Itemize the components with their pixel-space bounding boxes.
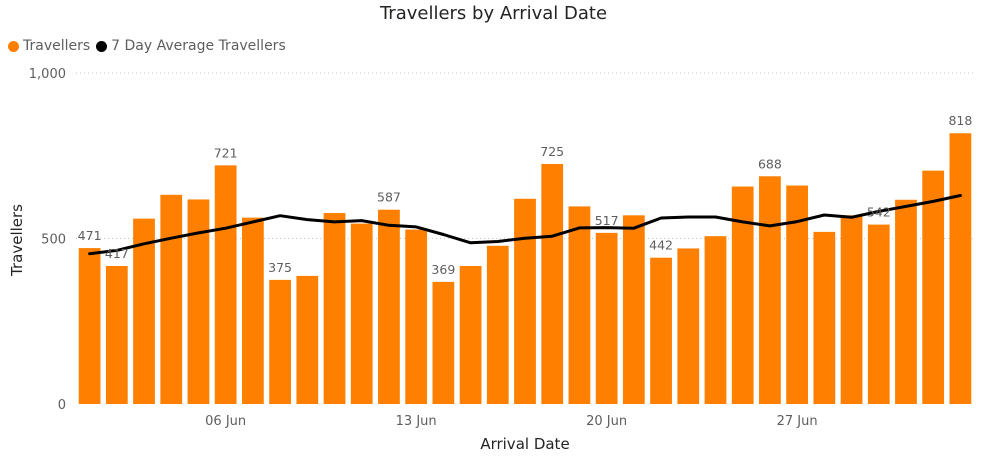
bar[interactable] [405,229,428,404]
bar[interactable] [514,198,536,404]
bar[interactable] [187,199,210,404]
data-label: 417 [105,246,129,261]
data-label: 517 [595,213,619,228]
data-label: 442 [649,238,673,253]
bar[interactable] [133,218,155,404]
bar[interactable] [650,257,672,404]
x-tick-label: 20 Jun [586,414,627,429]
bar[interactable] [595,232,618,404]
legend-label-7-day-average: 7 Day Average Travellers [111,38,286,54]
legend: Travellers 7 Day Average Travellers [8,38,292,54]
data-label: 369 [431,262,455,277]
bar[interactable] [786,185,809,404]
bar[interactable] [160,194,183,404]
bar[interactable] [432,281,455,404]
data-label: 725 [540,144,564,159]
x-tick-label: 06 Jun [205,414,246,429]
legend-label-travellers: Travellers [23,38,91,54]
data-label: 587 [377,190,401,205]
x-axis-title: Arrival Date [480,435,569,453]
chart-title: Travellers by Arrival Date [379,3,608,24]
data-label: 688 [758,156,782,171]
bar[interactable] [214,165,237,404]
bar[interactable] [78,248,101,404]
data-label: 542 [867,205,891,220]
series-line-7-day-average[interactable] [88,194,962,256]
bar[interactable] [677,248,700,404]
legend-item-travellers[interactable]: Travellers [8,38,90,54]
x-tick-label: 13 Jun [396,414,437,429]
legend-marker-7-day-average [96,40,108,52]
bar[interactable] [241,217,264,404]
bar[interactable] [813,231,836,404]
bar[interactable] [350,223,373,404]
bar[interactable] [622,215,645,404]
legend-item-7-day-average[interactable]: 7 Day Average Travellers [96,38,286,54]
bar[interactable] [704,236,727,404]
y-axis-title: Travellers [8,204,26,277]
data-label: 375 [268,260,292,275]
bar[interactable] [867,224,890,404]
bar[interactable] [459,265,482,404]
bar[interactable] [486,245,509,404]
bar[interactable] [269,279,291,404]
bar[interactable] [949,133,972,404]
bar[interactable] [541,164,564,404]
bar[interactable] [378,209,400,404]
bar[interactable] [105,265,128,404]
bar[interactable] [840,215,863,404]
bar[interactable] [323,213,346,404]
y-tick-label: 1,000 [29,67,66,82]
bar[interactable] [895,199,917,404]
bar[interactable] [922,170,945,404]
data-label: 471 [78,228,102,243]
data-label: 721 [214,145,238,160]
bar[interactable] [759,176,781,404]
bar[interactable] [568,206,591,404]
x-tick-label: 27 Jun [777,414,818,429]
bar[interactable] [296,275,319,404]
legend-marker-travellers [8,40,19,52]
y-tick-label: 0 [58,398,66,413]
bar[interactable] [731,186,754,404]
data-label: 818 [948,113,972,128]
y-tick-label: 500 [41,233,66,248]
